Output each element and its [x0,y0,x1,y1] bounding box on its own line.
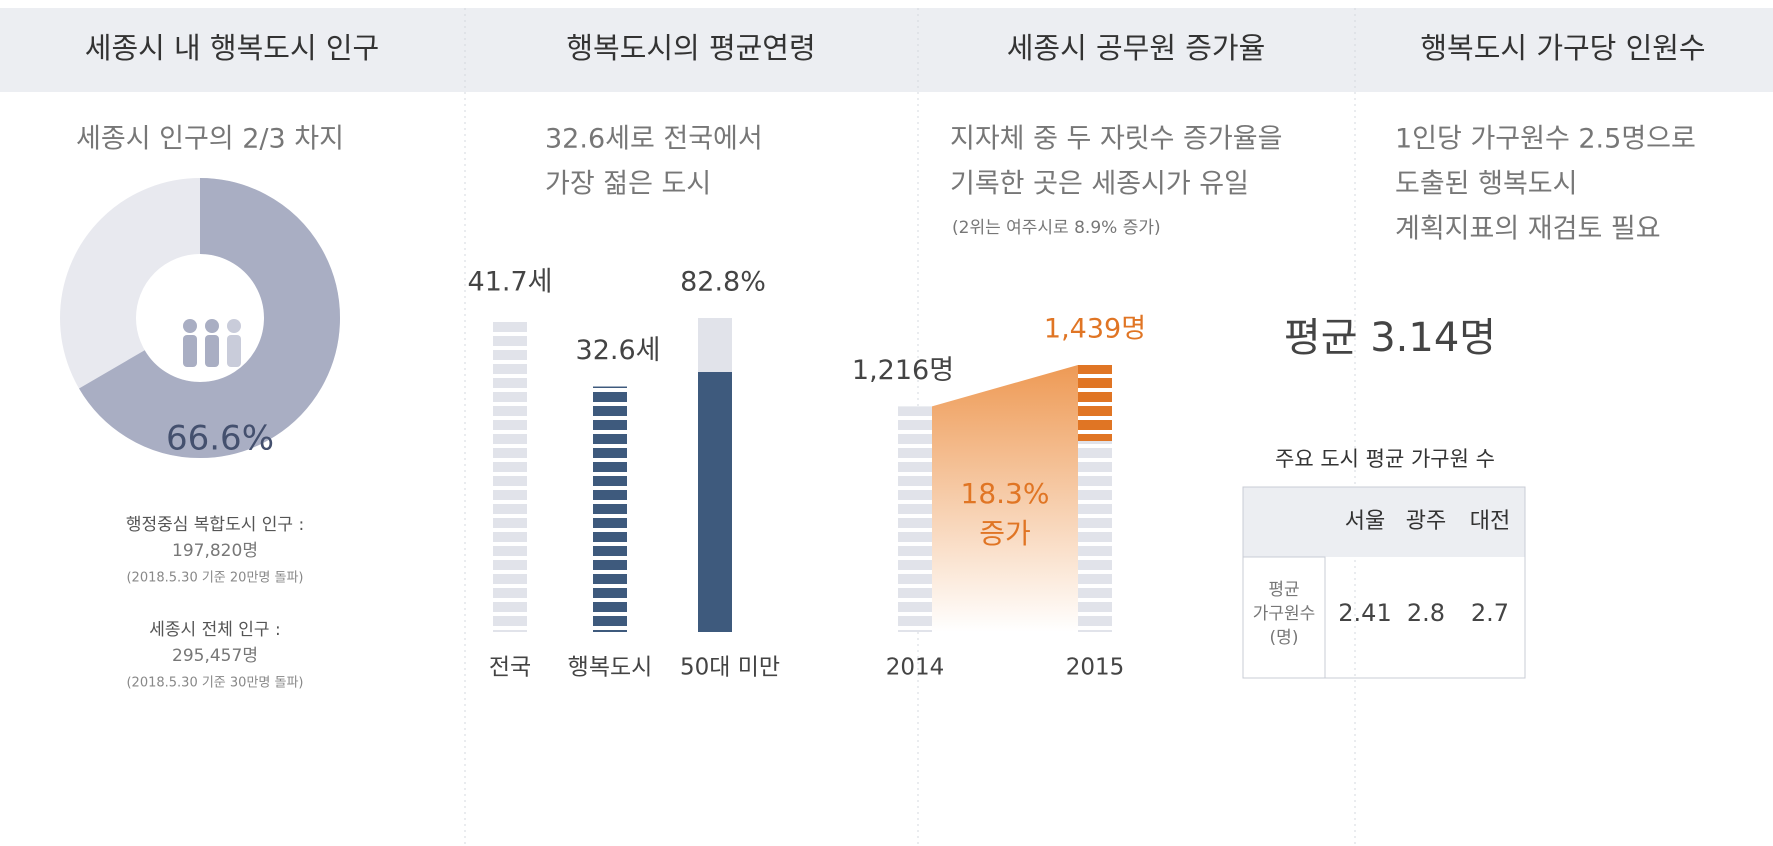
table-header: 대전 [1470,509,1510,534]
people-icon [183,319,241,367]
donut-arc [79,178,340,458]
subtitle: 32.6세로 전국에서 [545,124,763,155]
value-label: 1,439명 [1044,314,1146,345]
donut-label: 66.6% [166,419,274,459]
row-label: 가구원수 [1253,604,1316,624]
panel-title: 세종시 공무원 증가율 [1007,31,1266,65]
note-label: 세종시 전체 인구 : [149,620,280,640]
panel-title: 행복도시 가구당 인원수 [1420,31,1705,65]
value-label: 1,216명 [852,355,954,386]
subtitle: 계획지표의 재검토 필요 [1395,214,1661,245]
separators [464,8,1356,846]
category-label: 행복도시 [568,655,653,681]
growth-text: 증가 [979,517,1031,550]
table-title: 주요 도시 평균 가구원 수 [1275,447,1495,471]
note: (2018.5.30 기준 30만명 돌파) [126,676,303,691]
bar [898,406,932,632]
growth-area [932,365,1078,632]
row-label: (명) [1270,628,1299,648]
table-cell: 2.8 [1407,599,1445,627]
note-label: 행정중심 복합도시 인구 : [126,515,304,535]
bar [593,386,627,632]
note-value: 197,820명 [172,541,258,561]
growth-label: 18.3% [961,477,1050,510]
table-header: 광주 [1406,509,1446,534]
category-label: 전국 [489,655,531,681]
value-label: 41.7세 [468,267,553,298]
panel-title: 행복도시의 평균연령 [566,31,815,65]
table-header: 서울 [1345,509,1385,534]
value-label: 32.6세 [576,335,661,366]
table-cell: 2.7 [1471,599,1509,627]
header-band [0,8,1773,92]
bar [698,372,732,632]
note: (2018.5.30 기준 20만명 돌파) [126,571,303,586]
headline: 평균 3.14명 [1284,315,1496,361]
subtitle: 지자체 중 두 자릿수 증가율을 [950,124,1282,155]
subtitle: 가장 젊은 도시 [545,169,711,200]
table-cell: 2.41 [1338,599,1391,627]
subtitle: 세종시 인구의 2/3 차지 [76,124,344,155]
table [1242,486,1526,679]
subtitle: 도출된 행복도시 [1395,169,1577,200]
subtitle: 1인당 가구원수 2.5명으로 [1395,124,1696,155]
category-label: 2014 [886,655,945,681]
value-label: 82.8% [680,267,766,298]
panel-title: 세종시 내 행복도시 인구 [85,31,379,65]
bar [493,318,527,632]
subtitle: 기록한 곳은 세종시가 유일 [950,169,1249,200]
bar-highlight [1078,365,1112,441]
note-value: 295,457명 [172,646,258,666]
row-label: 평균 [1268,580,1299,600]
footnote: (2위는 여주시로 8.9% 증가) [952,218,1161,238]
category-label: 50대 미만 [680,655,780,681]
category-label: 2015 [1066,655,1125,681]
